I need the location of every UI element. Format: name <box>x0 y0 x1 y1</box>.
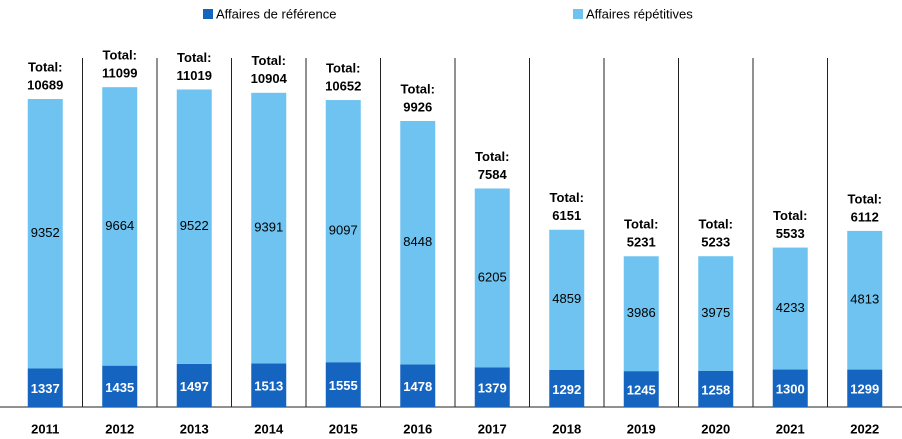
total-value: 10689 <box>27 77 63 92</box>
total-caption: Total: <box>177 50 211 65</box>
bar-segment <box>27 368 63 407</box>
legend-label: Affaires répétitives <box>586 6 693 21</box>
value-label: 1299 <box>850 382 879 397</box>
value-label: 9352 <box>31 225 60 240</box>
total-value: 9926 <box>403 99 432 114</box>
bar-segment <box>474 188 510 368</box>
bar-segment <box>772 247 808 370</box>
legend-swatch <box>573 9 583 19</box>
legend-label: Affaires de référence <box>216 6 336 21</box>
value-label: 9664 <box>105 218 134 233</box>
x-tick-label: 2019 <box>627 421 656 436</box>
x-tick-label: 2013 <box>180 421 209 436</box>
total-caption: Total: <box>550 190 584 205</box>
total-value: 10652 <box>325 79 361 94</box>
bar-segment <box>176 89 212 364</box>
value-label: 1245 <box>627 383 656 398</box>
bar-segment <box>400 364 436 407</box>
total-caption: Total: <box>848 191 882 206</box>
total-caption: Total: <box>624 217 658 232</box>
bar-segment <box>102 87 138 366</box>
total-value: 5233 <box>701 235 730 250</box>
value-label: 1300 <box>776 382 805 397</box>
x-tick-label: 2011 <box>31 421 59 436</box>
bar-segment <box>251 92 287 364</box>
total-value: 6112 <box>851 209 879 224</box>
total-caption: Total: <box>475 149 509 164</box>
value-label: 1435 <box>105 380 134 395</box>
x-tick-label: 2021 <box>776 421 805 436</box>
total-caption: Total: <box>401 81 435 96</box>
bar-segment <box>698 370 734 407</box>
value-label: 1513 <box>254 379 283 394</box>
total-caption: Total: <box>252 53 286 68</box>
x-tick-label: 2022 <box>850 421 879 436</box>
value-label: 4233 <box>776 300 805 315</box>
x-tick-label: 2014 <box>254 421 284 436</box>
total-caption: Total: <box>103 48 137 63</box>
total-caption: Total: <box>773 208 807 223</box>
total-value: 5533 <box>776 226 805 241</box>
x-tick-label: 2015 <box>329 421 358 436</box>
value-label: 6205 <box>478 269 507 284</box>
value-label: 1497 <box>180 379 209 394</box>
total-value: 11099 <box>102 66 137 81</box>
total-caption: Total: <box>699 217 733 232</box>
x-tick-label: 2018 <box>552 421 581 436</box>
x-tick-label: 2016 <box>403 421 432 436</box>
bar-segment <box>623 371 659 407</box>
value-label: 4859 <box>552 291 581 306</box>
bar-segment <box>474 367 510 407</box>
x-tick-label: 2017 <box>478 421 507 436</box>
value-label: 1555 <box>329 378 358 393</box>
bar-segment <box>251 363 287 407</box>
bar-segment <box>325 362 361 407</box>
total-value: 10904 <box>251 71 288 86</box>
value-label: 9522 <box>180 218 209 233</box>
total-value: 11019 <box>177 68 212 83</box>
total-caption: Total: <box>28 59 62 74</box>
x-tick-label: 2020 <box>701 421 730 436</box>
value-label: 9097 <box>329 223 358 238</box>
bar-segment <box>549 229 585 370</box>
value-label: 4813 <box>850 292 879 307</box>
x-tick-label: 2012 <box>105 421 134 436</box>
legend-swatch <box>203 9 213 19</box>
bar-segment <box>847 230 883 370</box>
value-label: 1292 <box>552 382 581 397</box>
total-caption: Total: <box>326 61 360 76</box>
value-label: 1337 <box>31 381 60 396</box>
bar-segment <box>698 256 734 371</box>
total-value: 5231 <box>627 235 656 250</box>
value-label: 8448 <box>403 234 432 249</box>
bar-segment <box>27 99 63 369</box>
bar-segment <box>847 369 883 407</box>
value-label: 1258 <box>701 382 730 397</box>
bar-segment <box>325 100 361 363</box>
bar-segment <box>400 120 436 365</box>
value-label: 3975 <box>701 305 730 320</box>
bar-segment <box>772 369 808 407</box>
value-label: 3986 <box>627 305 656 320</box>
value-label: 9391 <box>254 220 283 235</box>
bar-segment <box>549 369 585 407</box>
value-label: 1478 <box>403 379 432 394</box>
bar-segment <box>102 365 138 407</box>
total-value: 7584 <box>478 167 508 182</box>
total-value: 6151 <box>552 208 581 223</box>
bar-segment <box>176 363 212 407</box>
bar-segment <box>623 256 659 372</box>
value-label: 1379 <box>478 381 507 396</box>
